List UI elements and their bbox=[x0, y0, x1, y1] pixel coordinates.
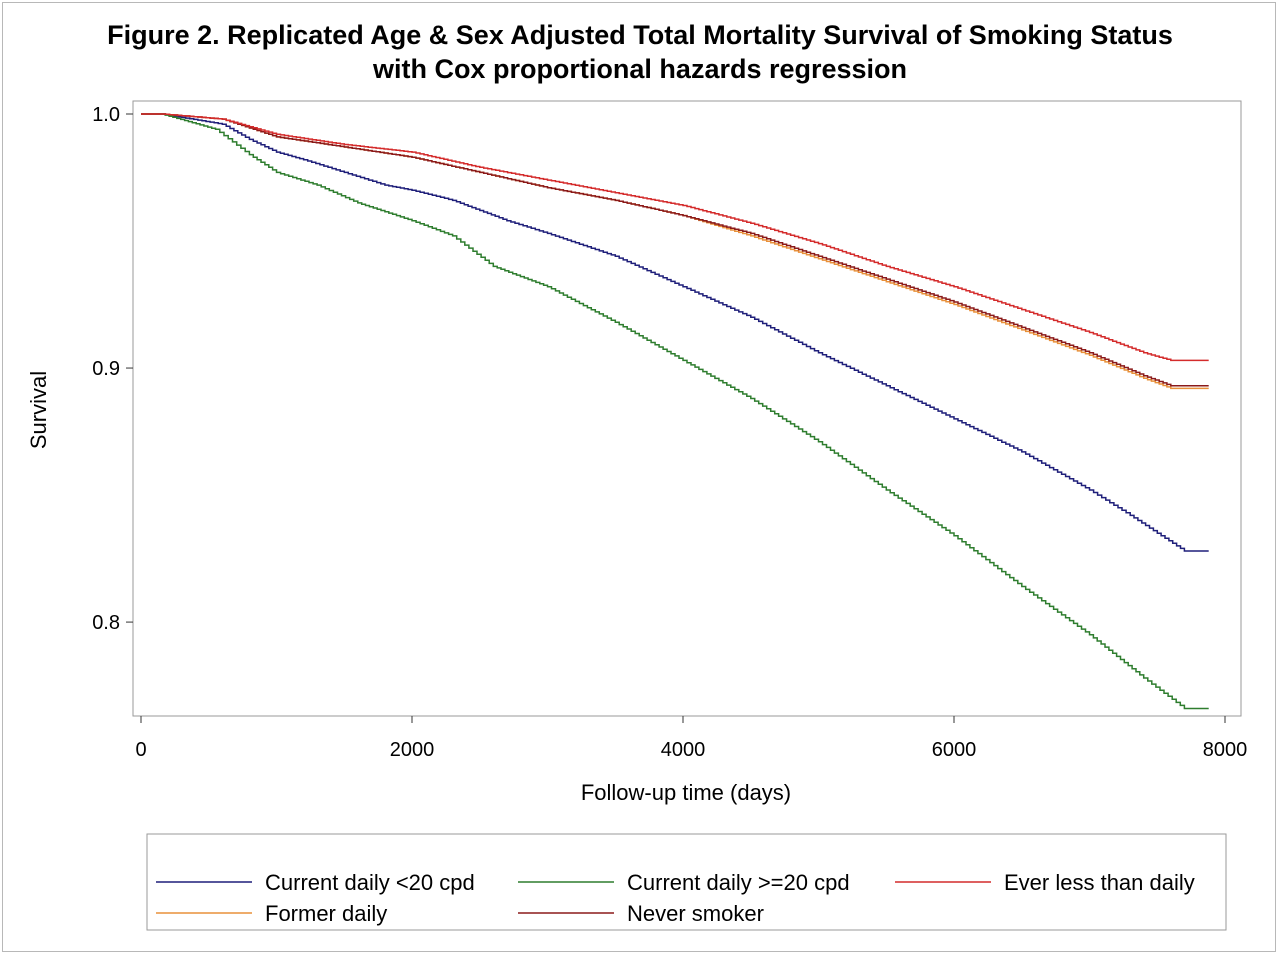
legend-label: Current daily >=20 cpd bbox=[627, 870, 850, 895]
x-axis-label: Follow-up time (days) bbox=[581, 780, 791, 805]
plot-area bbox=[132, 100, 1242, 717]
x-tick-label: 6000 bbox=[932, 739, 977, 761]
legend-label: Ever less than daily bbox=[1004, 870, 1195, 895]
y-tick-label: 0.8 bbox=[92, 612, 120, 634]
series-line-2 bbox=[141, 113, 1209, 362]
y-axis-label: Survival bbox=[26, 371, 51, 449]
legend-label: Never smoker bbox=[627, 901, 764, 926]
legend-label: Former daily bbox=[265, 901, 387, 926]
legend-box bbox=[146, 833, 1227, 931]
y-tick-label: 0.9 bbox=[92, 358, 120, 380]
series-line-3 bbox=[141, 113, 1209, 390]
series-line-0 bbox=[141, 113, 1209, 552]
series-lines bbox=[141, 113, 1209, 710]
legend: Current daily <20 cpd Current daily >=20 … bbox=[156, 870, 1195, 926]
chart-title: Figure 2. Replicated Age & Sex Adjusted … bbox=[107, 20, 1173, 50]
y-tick-label: 1.0 bbox=[92, 104, 120, 126]
chart-subtitle: with Cox proportional hazards regression bbox=[372, 54, 908, 84]
x-tick-label: 2000 bbox=[390, 739, 435, 761]
axes: 0 2000 4000 6000 8000 0.8 0.9 1.0 bbox=[92, 104, 1247, 761]
x-tick-label: 4000 bbox=[661, 739, 706, 761]
series-line-4 bbox=[141, 113, 1209, 387]
x-tick-label: 0 bbox=[135, 739, 146, 761]
x-tick-label: 8000 bbox=[1203, 739, 1248, 761]
series-line-1 bbox=[141, 113, 1209, 710]
legend-label: Current daily <20 cpd bbox=[265, 870, 475, 895]
